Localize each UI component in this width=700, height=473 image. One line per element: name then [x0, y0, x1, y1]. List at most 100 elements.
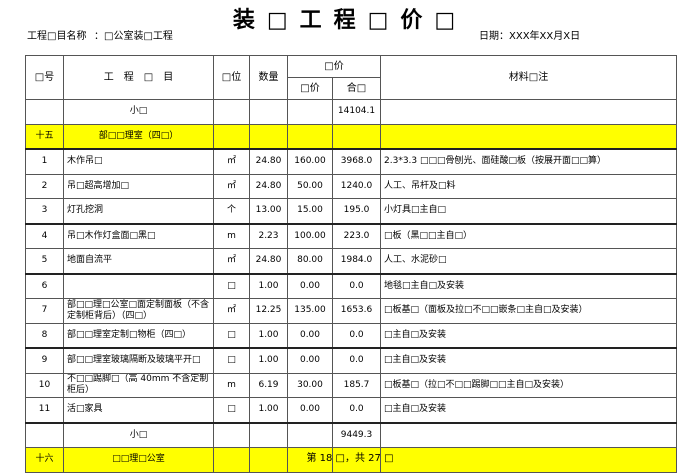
- cell-qty: [249, 99, 288, 125]
- header-name: 工 程 □ 目: [63, 55, 214, 100]
- cell-total: 0.0: [331, 347, 382, 374]
- cell-name: [63, 272, 214, 299]
- cell-no: 6: [25, 272, 64, 299]
- cell-unit: ㎡: [213, 298, 250, 324]
- cell-unit: 个: [213, 198, 250, 224]
- cell-name: 部□□理室玻璃隔断及玻璃平开□: [63, 347, 214, 374]
- cell-remark: [380, 99, 677, 125]
- cell-price: 135.00: [287, 298, 333, 324]
- cell-remark: □主自□及安装: [380, 322, 677, 349]
- cell-no: 1: [25, 148, 64, 175]
- cell-total: 0.0: [331, 322, 382, 349]
- cell-name: 吊□超高增加□: [63, 173, 214, 199]
- cell-name: 地面自流平: [63, 248, 214, 274]
- cell-total: 185.7: [331, 372, 382, 398]
- cell-total: 14104.1: [331, 99, 382, 125]
- cell-total: 1653.6: [331, 298, 382, 324]
- cell-remark: 地毯□主自□及安装: [380, 272, 677, 299]
- cell-no: 4: [25, 222, 64, 249]
- cell-remark: [380, 123, 677, 150]
- cell-unit: [213, 123, 250, 150]
- cell-no: 7: [25, 298, 64, 324]
- page-title: 装□工程□价□: [232, 8, 468, 33]
- cell-no: 11: [25, 397, 64, 423]
- cell-unit: □: [213, 272, 250, 299]
- cell-price: 30.00: [287, 372, 333, 398]
- cell-no: 8: [25, 322, 64, 349]
- cell-name: 小□: [63, 99, 214, 125]
- cell-no: [25, 99, 64, 125]
- cell-price: [287, 123, 333, 150]
- cell-unit: □: [213, 347, 250, 374]
- cell-price: 50.00: [287, 173, 333, 199]
- cell-total: 1240.0: [331, 173, 382, 199]
- cell-price: 0.00: [287, 397, 333, 423]
- cell-price: [287, 421, 333, 448]
- header-no: □号: [25, 55, 64, 100]
- cell-unit: ㎡: [213, 148, 250, 175]
- quote-table: □号 工 程 □ 目 □位 数量 □价 材料□注 □价 合□ 小□ 14104.1…: [25, 55, 677, 473]
- table-row: 7 部□□理□公室□面定制面板（不含定制柜背后）（四□）㎡ 12.25 135.00 1…: [25, 298, 677, 324]
- cell-name: 不□□踢脚□（高 40mm 不含定制柜后）: [63, 372, 214, 398]
- cell-remark: □板基□（面板及拉□不□□嵌条□主自□及安装）: [380, 298, 677, 324]
- cell-qty: 24.80: [249, 173, 288, 199]
- section-row: 十五 部□□理室（四□）: [25, 123, 677, 150]
- date: 日期：XXX年XX月X日: [479, 31, 581, 42]
- cell-total: 3968.0: [331, 148, 382, 175]
- cell-price: 160.00: [287, 148, 333, 175]
- cell-no: 10: [25, 372, 64, 398]
- cell-remark: 人工、水泥砂□: [380, 248, 677, 274]
- cell-remark: 2.3*3.3 □□□骨刨光、面硅酸□板（按展开面□□算）: [380, 148, 677, 175]
- cell-no: 5: [25, 248, 64, 274]
- cell-no: 9: [25, 347, 64, 374]
- cell-name: 部□□理室（四□）: [63, 123, 214, 150]
- cell-qty: 24.80: [249, 148, 288, 175]
- cell-name: 活□家具: [63, 397, 214, 423]
- cell-qty: 13.00: [249, 198, 288, 224]
- cell-name: 灯孔挖洞: [63, 198, 214, 224]
- table-row: 3 灯孔挖洞个 13.00 15.00 195.0 小灯具□主自□: [25, 198, 677, 224]
- cell-total: 195.0: [331, 198, 382, 224]
- cell-unit: ㎡: [213, 248, 250, 274]
- header-price-group: □价: [286, 55, 382, 78]
- cell-unit: [213, 421, 250, 448]
- cell-unit: m: [213, 222, 250, 249]
- cell-qty: 1.00: [249, 272, 288, 299]
- cell-remark: □板（黑□□主自□）: [380, 222, 677, 249]
- cell-no: 十五: [25, 123, 64, 150]
- cell-qty: 1.00: [249, 397, 288, 423]
- cell-price: 0.00: [287, 347, 333, 374]
- cell-total: [331, 123, 382, 150]
- cell-no: 2: [25, 173, 64, 199]
- cell-unit: □: [213, 397, 250, 423]
- cell-total: 0.0: [331, 397, 382, 423]
- cell-qty: [249, 123, 288, 150]
- subtotal-row: 小□ 14104.1: [25, 99, 677, 125]
- cell-no: 3: [25, 198, 64, 224]
- cell-name: 木作吊□: [63, 148, 214, 175]
- table-row: 10 不□□踢脚□（高 40mm 不含定制柜后） m 6.19 30.00 185.7 □板…: [25, 372, 677, 398]
- table-row: 8 部□□理室定制□物柜（四□） □ 1.00 0.00 0.0 □主自□及安装: [25, 322, 677, 349]
- cell-remark: 人工、吊杆及□料: [380, 173, 677, 199]
- cell-price: [287, 99, 333, 125]
- header-unit: □位: [213, 55, 250, 100]
- cell-name: 部□□理□公室□面定制面板（不含定制柜背后）（四□）: [63, 298, 214, 324]
- cell-total: 9449.3: [331, 421, 382, 448]
- cell-qty: 24.80: [249, 248, 288, 274]
- cell-name: 吊□木作灯盒面□黑□: [63, 222, 214, 249]
- cell-total: 223.0: [331, 222, 382, 249]
- cell-price: 0.00: [287, 272, 333, 299]
- cell-remark: □主自□及安装: [380, 397, 677, 423]
- cell-remark: 小灯具□主自□: [380, 198, 677, 224]
- table-row: 4 吊□木作灯盒面□黑□ m 2.23 100.00 223.0 □板（黑□□主自□）: [25, 222, 677, 249]
- cell-remark: □主自□及安装: [380, 347, 677, 374]
- cell-name: 小□: [63, 421, 214, 448]
- cell-total: 1984.0: [331, 248, 382, 274]
- cell-price: 80.00: [287, 248, 333, 274]
- cell-qty: 6.19: [249, 372, 288, 398]
- cell-name: 部□□理室定制□物柜（四□）: [63, 322, 214, 349]
- cell-qty: 1.00: [249, 347, 288, 374]
- table-row: 2 吊□超高增加□ ㎡ 24.80 50.00 1240.0 人工、吊杆及□料: [25, 173, 677, 199]
- cell-price: 0.00: [287, 322, 333, 349]
